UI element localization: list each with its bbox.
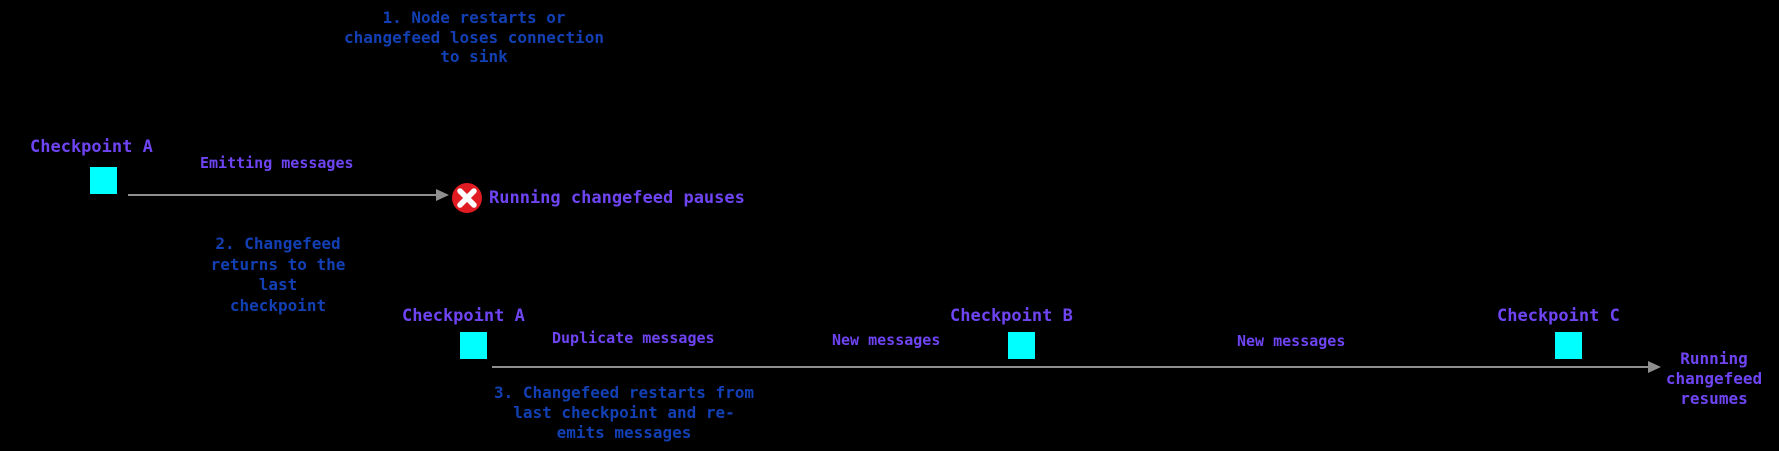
- timeline2-checkpoint-b-marker: [1008, 332, 1035, 359]
- timeline2-checkpoint-b-label: Checkpoint B: [950, 306, 1073, 326]
- timeline2-checkpoint-a-label: Checkpoint A: [402, 306, 525, 326]
- timeline2-arrow-head: [1648, 361, 1661, 373]
- running-changefeed-resumes-label: Running changefeed resumes: [1665, 349, 1763, 408]
- timeline2-checkpoint-c-marker: [1555, 332, 1582, 359]
- new-messages-1-label: New messages: [832, 331, 941, 349]
- timeline2-arrow-line: [492, 366, 1648, 368]
- timeline1-arrow-line: [128, 194, 436, 196]
- timeline1-arrow-head: [436, 189, 449, 201]
- step1-note: 1. Node restarts or changefeed loses con…: [343, 8, 605, 66]
- timeline1-checkpoint-a-marker: [90, 167, 117, 194]
- duplicate-messages-label: Duplicate messages: [552, 329, 715, 347]
- timeline2-checkpoint-c-label: Checkpoint C: [1497, 306, 1620, 326]
- new-messages-2-label: New messages: [1237, 332, 1346, 350]
- step3-note: 3. Changefeed restarts from last checkpo…: [493, 383, 755, 442]
- timeline1-checkpoint-a-label: Checkpoint A: [30, 137, 153, 157]
- x-circle-icon: [451, 182, 483, 214]
- running-changefeed-pauses-label: Running changefeed pauses: [489, 188, 745, 208]
- emitting-messages-label: Emitting messages: [200, 154, 354, 172]
- timeline2-checkpoint-a-marker: [460, 332, 487, 359]
- step2-note: 2. Changefeed returns to the last checkp…: [210, 234, 346, 315]
